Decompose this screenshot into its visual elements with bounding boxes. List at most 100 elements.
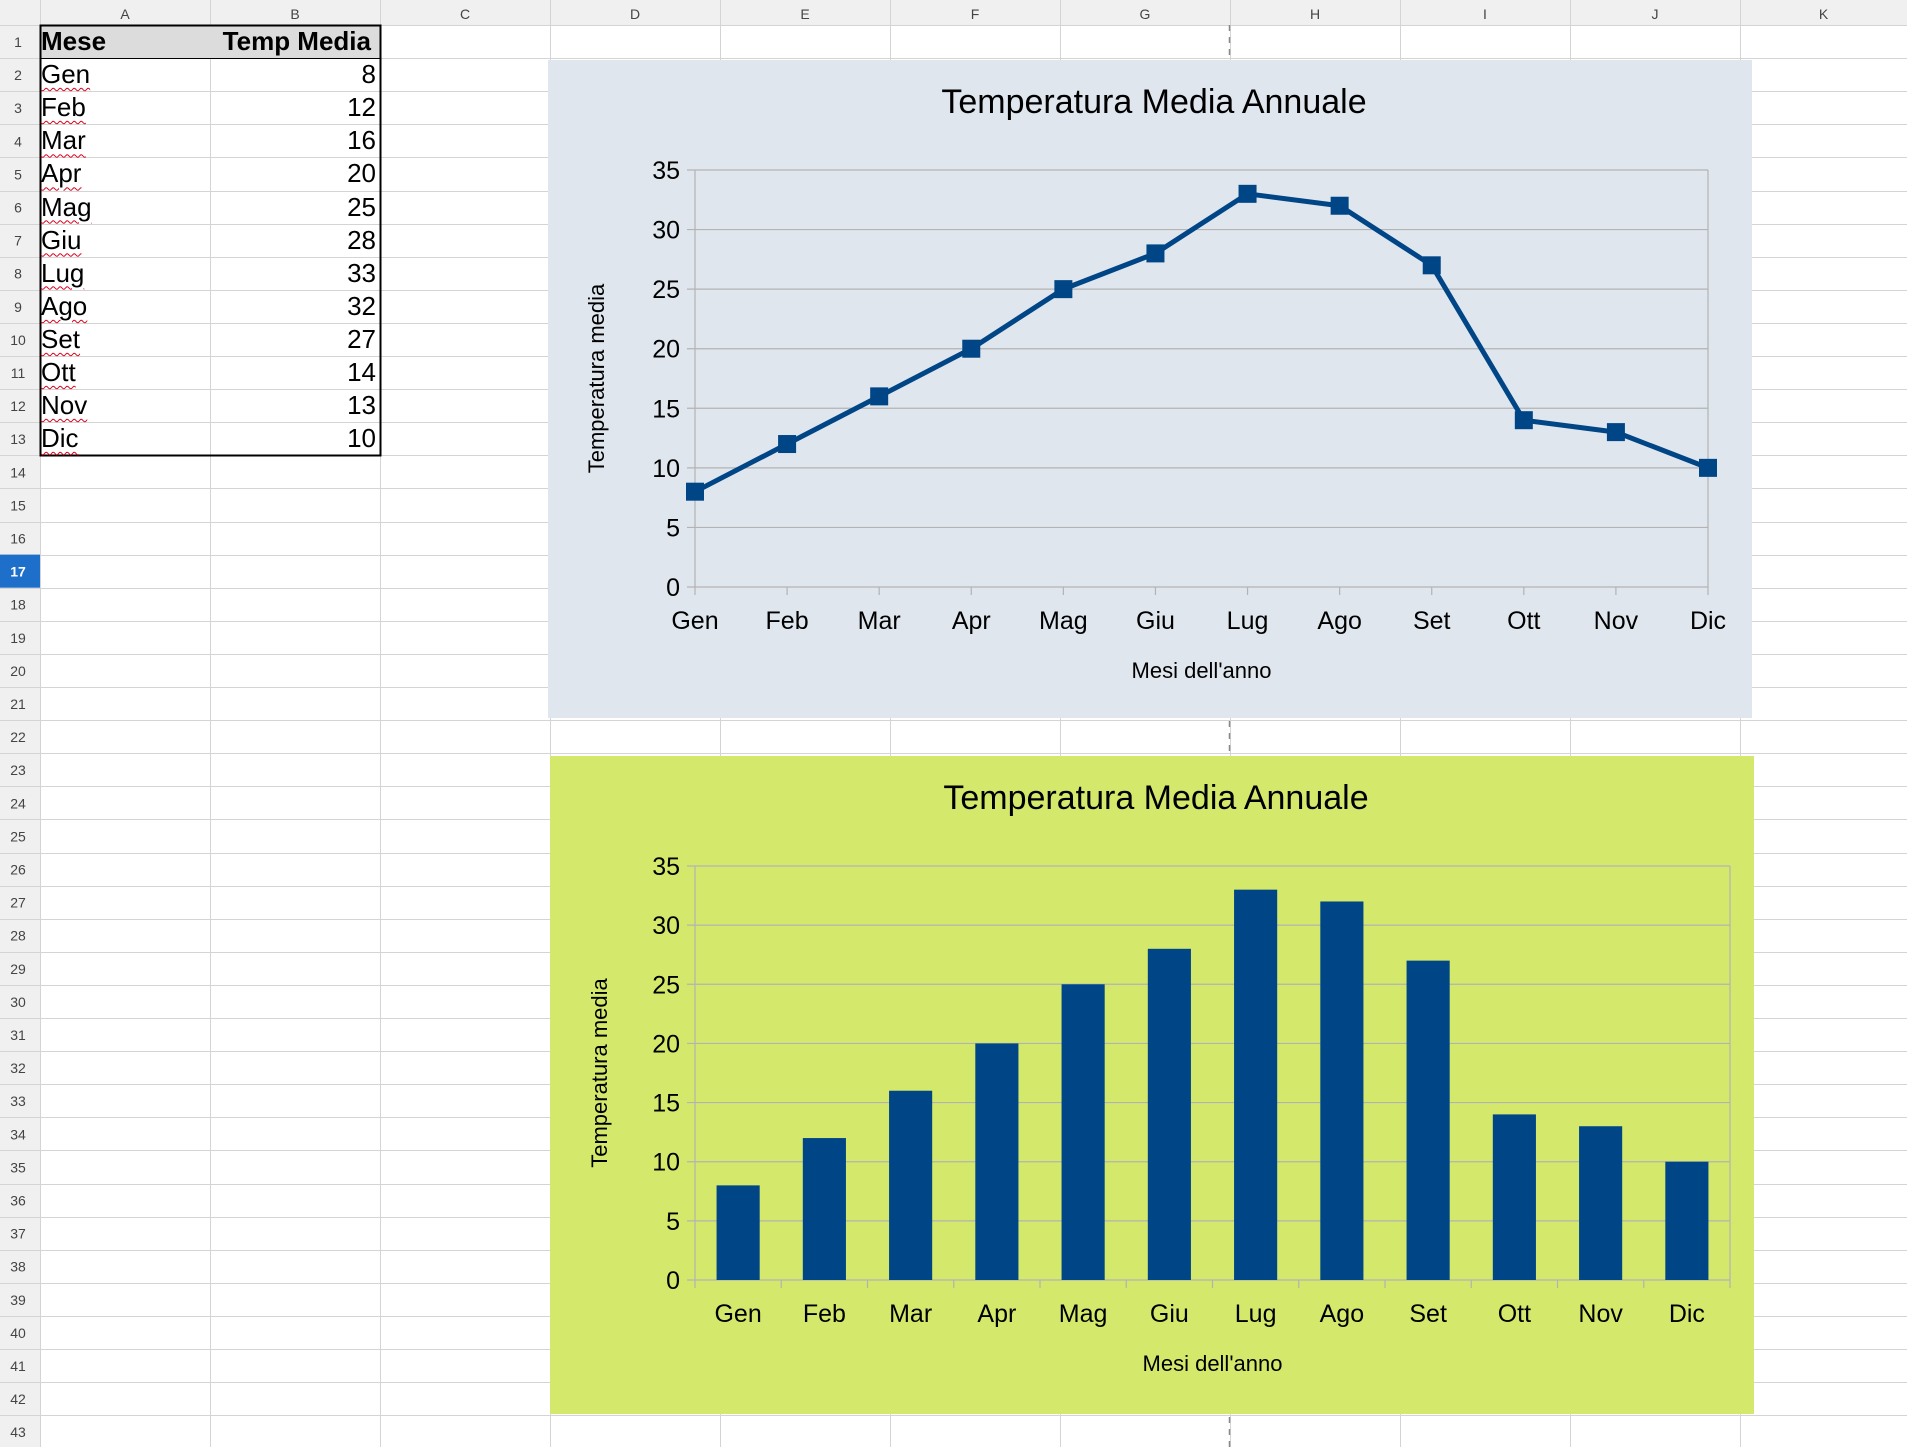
point-ott[interactable]	[1514, 411, 1533, 430]
cell-mese[interactable]: Feb	[41, 91, 86, 124]
point-apr[interactable]	[962, 339, 981, 358]
column-header-e[interactable]: E	[800, 6, 809, 22]
row-header-33[interactable]: 33	[10, 1093, 26, 1109]
bar-gen[interactable]	[716, 1185, 760, 1280]
row-header-13[interactable]: 13	[10, 431, 26, 447]
row-header-6[interactable]: 6	[14, 200, 22, 216]
cell-temp[interactable]: 20	[347, 158, 376, 189]
cell-mese[interactable]: Dic	[41, 422, 79, 455]
column-header-k[interactable]: K	[1819, 6, 1829, 22]
cell-temp[interactable]: 14	[347, 357, 376, 387]
bar-ott[interactable]	[1492, 1114, 1536, 1280]
bar-ago[interactable]	[1320, 901, 1364, 1280]
row-header-23[interactable]: 23	[10, 762, 26, 778]
row-header-19[interactable]: 19	[10, 630, 26, 646]
cell-mese[interactable]: Nov	[41, 389, 87, 422]
column-header-c[interactable]: C	[460, 6, 470, 22]
row-header-43[interactable]: 43	[10, 1424, 26, 1440]
row-header-14[interactable]: 14	[10, 464, 26, 480]
row-header-15[interactable]: 15	[10, 497, 26, 513]
cell-mese[interactable]: Ago	[41, 290, 87, 323]
row-header-7[interactable]: 7	[14, 233, 22, 249]
bar-set[interactable]	[1406, 960, 1450, 1280]
row-header-34[interactable]: 34	[10, 1126, 26, 1142]
row-header-29[interactable]: 29	[10, 961, 26, 977]
column-header-d[interactable]: D	[630, 6, 640, 22]
row-header-11[interactable]: 11	[11, 365, 26, 381]
header-cell-temp-media[interactable]: Temp Media	[222, 26, 371, 56]
cell-mese[interactable]: Gen	[41, 58, 90, 91]
row-header-17[interactable]: 17	[10, 564, 26, 580]
column-header-i[interactable]: I	[1483, 6, 1487, 22]
point-nov[interactable]	[1606, 423, 1625, 442]
row-header-25[interactable]: 25	[10, 828, 26, 844]
cell-mese[interactable]: Set	[41, 323, 80, 356]
row-header-20[interactable]: 20	[10, 663, 26, 679]
cell-mese[interactable]: Apr	[41, 157, 81, 190]
column-header-h[interactable]: H	[1310, 6, 1320, 22]
point-mag[interactable]	[1054, 280, 1073, 299]
cell-temp[interactable]: 32	[347, 290, 376, 321]
point-lug[interactable]	[1238, 184, 1257, 203]
point-set[interactable]	[1422, 256, 1441, 275]
column-header-g[interactable]: G	[1140, 6, 1151, 22]
point-feb[interactable]	[778, 435, 797, 454]
cell-mese[interactable]: Mar	[41, 124, 86, 157]
row-header-8[interactable]: 8	[14, 266, 22, 282]
line-chart[interactable]: 0 5 10 15 20 25 30 35 Gen Feb Mar Apr Mag Giu Lug Ago Se…	[548, 60, 1752, 718]
cell-mese[interactable]: Ott	[41, 356, 76, 389]
cell-temp[interactable]: 33	[347, 257, 376, 288]
row-header-3[interactable]: 3	[14, 100, 22, 116]
row-header-30[interactable]: 30	[10, 994, 26, 1010]
row-header-9[interactable]: 9	[14, 299, 22, 315]
cell-temp[interactable]: 25	[347, 191, 376, 222]
bar-mag[interactable]	[1061, 984, 1105, 1280]
row-header-35[interactable]: 35	[10, 1159, 26, 1175]
row-header-36[interactable]: 36	[10, 1193, 26, 1209]
row-header-32[interactable]: 32	[10, 1060, 26, 1076]
bar-giu[interactable]	[1147, 948, 1191, 1280]
row-header-2[interactable]: 2	[14, 67, 22, 83]
bar-lug[interactable]	[1234, 889, 1278, 1280]
row-header-40[interactable]: 40	[10, 1325, 26, 1341]
point-ago[interactable]	[1330, 196, 1349, 215]
bar-feb[interactable]	[802, 1138, 846, 1280]
row-header-22[interactable]: 22	[10, 729, 26, 745]
row-header-27[interactable]: 27	[10, 895, 26, 911]
cell-temp[interactable]: 27	[347, 323, 376, 354]
cell-mese[interactable]: Mag	[41, 191, 92, 224]
row-header-37[interactable]: 37	[10, 1226, 26, 1242]
bar-apr[interactable]	[975, 1043, 1019, 1280]
row-header-24[interactable]: 24	[10, 795, 26, 811]
series-line[interactable]	[693, 191, 1709, 494]
bar-dic[interactable]	[1665, 1161, 1709, 1280]
point-gen[interactable]	[686, 482, 704, 501]
row-header-5[interactable]: 5	[14, 166, 22, 182]
row-header-42[interactable]: 42	[10, 1391, 26, 1407]
row-header-16[interactable]: 16	[10, 531, 26, 547]
cell-mese[interactable]: Giu	[41, 224, 81, 257]
bar-nov[interactable]	[1579, 1126, 1623, 1280]
cell-temp[interactable]: 10	[347, 423, 376, 454]
bar-mar[interactable]	[889, 1090, 933, 1280]
row-header-39[interactable]: 39	[10, 1292, 26, 1308]
column-header-f[interactable]: F	[971, 6, 980, 22]
cell-mese[interactable]: Lug	[41, 257, 84, 290]
row-header-26[interactable]: 26	[10, 862, 26, 878]
point-dic[interactable]	[1699, 458, 1717, 477]
row-header-12[interactable]: 12	[10, 398, 26, 414]
row-header-4[interactable]: 4	[14, 133, 22, 149]
row-header-21[interactable]: 21	[10, 696, 26, 712]
row-header-1[interactable]: 1	[14, 34, 22, 50]
row-header-18[interactable]: 18	[10, 597, 26, 613]
column-header-a[interactable]: A	[120, 6, 130, 22]
column-header-j[interactable]: J	[1652, 6, 1659, 22]
row-header-41[interactable]: 41	[10, 1358, 26, 1374]
cell-temp[interactable]: 8	[361, 59, 376, 90]
cell-temp[interactable]: 28	[347, 224, 376, 255]
point-giu[interactable]	[1146, 244, 1165, 263]
cell-temp[interactable]: 12	[347, 92, 376, 123]
row-header-31[interactable]: 31	[10, 1027, 26, 1043]
cell-temp[interactable]: 13	[347, 390, 376, 421]
cell-temp[interactable]: 16	[347, 125, 376, 156]
